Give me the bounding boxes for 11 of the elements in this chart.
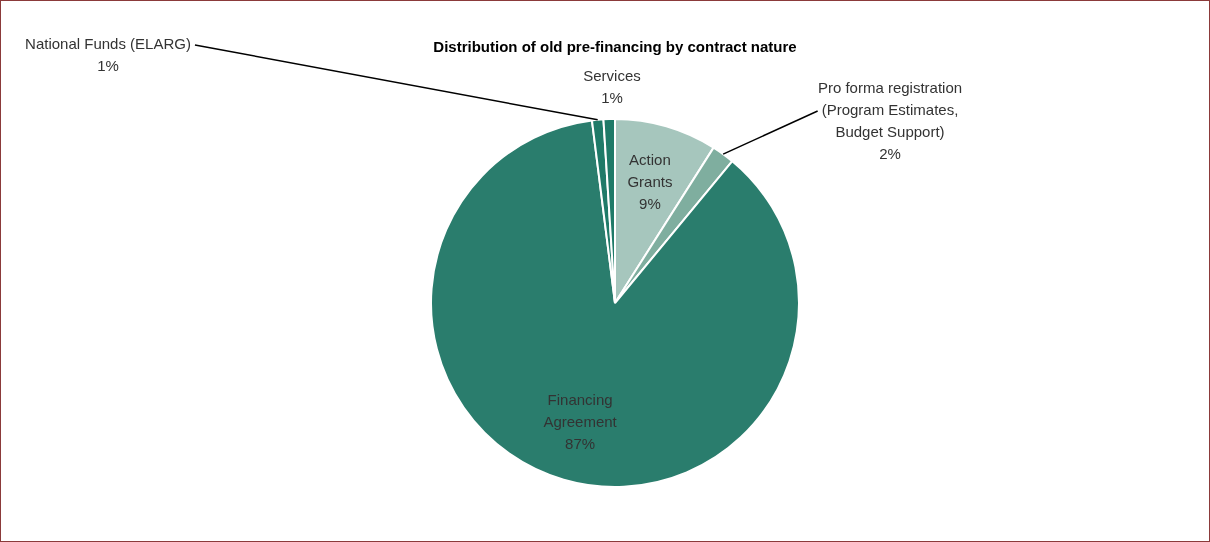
data-label: 2% bbox=[879, 145, 901, 163]
slice-label: National Funds (ELARG) bbox=[25, 35, 191, 53]
slice-label: Pro forma registration (Program Estimates, Budget Support) bbox=[817, 79, 963, 141]
data-label: 1% bbox=[97, 57, 119, 75]
slice-label: Action Grants bbox=[627, 150, 673, 190]
chart-title: Distribution of old pre-financing by contract nature bbox=[433, 38, 797, 56]
data-label: 9% bbox=[639, 194, 661, 212]
slice-label: Services bbox=[583, 67, 641, 85]
data-label: 1% bbox=[601, 89, 623, 107]
slice-label: Financing Agreement bbox=[543, 391, 618, 431]
data-label: 87% bbox=[565, 435, 596, 453]
